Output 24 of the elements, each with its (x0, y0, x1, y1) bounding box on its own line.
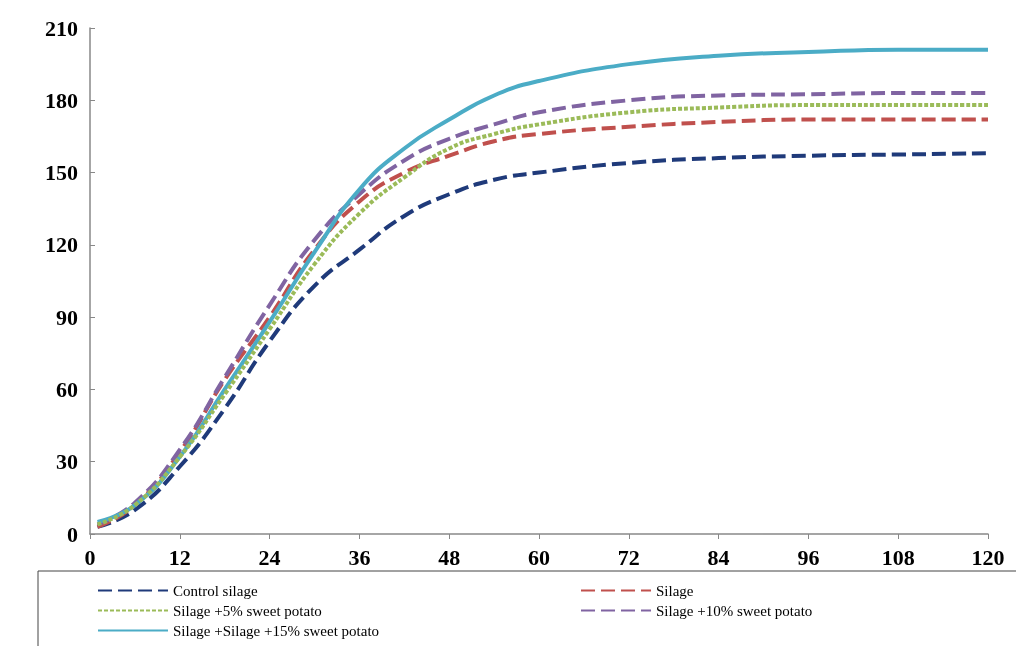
legend-label: Silage +10% sweet potato (656, 602, 813, 619)
y-tick-label: 60 (56, 376, 78, 402)
y-tick-label: 90 (56, 304, 78, 330)
y-tick-label: 0 (67, 521, 78, 547)
y-tick-label: 180 (45, 87, 78, 113)
x-tick-label: 60 (528, 544, 550, 570)
x-tick-label: 48 (438, 544, 461, 570)
legend-label: Control silage (173, 582, 258, 599)
x-tick-label: 120 (971, 544, 1005, 570)
x-tick-label: 36 (348, 544, 371, 570)
legend-label: Silage +Silage +15% sweet potato (173, 622, 380, 639)
x-tick-label: 108 (881, 544, 915, 570)
legend-label: Silage (656, 582, 694, 599)
y-tick-label: 150 (45, 160, 78, 186)
x-tick-label: 72 (617, 544, 640, 570)
x-tick-label: 84 (707, 544, 730, 570)
x-tick-label: 0 (84, 544, 96, 570)
x-tick-label: 96 (797, 544, 820, 570)
y-tick-label: 120 (45, 232, 78, 258)
legend-label: Silage +5% sweet potato (173, 602, 322, 619)
x-tick-label: 24 (258, 544, 281, 570)
y-tick-label: 210 (45, 15, 78, 41)
y-tick-label: 30 (56, 449, 78, 475)
x-tick-label: 12 (168, 544, 191, 570)
